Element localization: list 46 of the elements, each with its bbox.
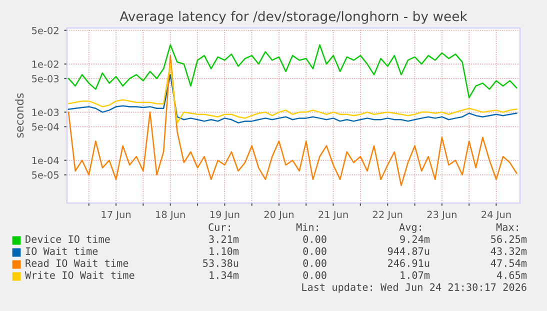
y-tick-label: 1e-02 (32, 60, 58, 68)
text: 246.91u (388, 259, 430, 267)
text: 47.54m (490, 259, 527, 267)
line-series (68, 54, 518, 186)
text: 43.32m (490, 247, 527, 255)
y-tick-label: 5e-02 (32, 26, 58, 34)
text: 56.25m (491, 235, 527, 243)
y-axis-title: seconds (15, 93, 24, 138)
x-tick-label: 23 Jun (427, 210, 456, 220)
text: Min: (296, 223, 318, 231)
x-tick-label: 22 Jun (372, 210, 402, 220)
x-tick-label: 18 Jun (156, 210, 185, 220)
text: 4.65m (496, 271, 527, 279)
text: 944.87u (388, 247, 430, 255)
x-tick-label: 17 Jun (102, 210, 131, 220)
x-tick-label: 24 Jun (482, 210, 511, 220)
text: 1.07m (400, 271, 430, 279)
x-tick-label: 21 Jun (318, 210, 348, 220)
line-series (68, 74, 518, 124)
line-series (68, 63, 518, 124)
y-tick-label: 5e-03 (32, 75, 59, 82)
text: Avg: (399, 223, 421, 233)
legend-label: IO Wait time (26, 247, 98, 255)
legend-label: Write IO Wait time (25, 271, 134, 279)
line-series (68, 44, 518, 98)
x-tick-label: 19 Jun (210, 210, 240, 220)
text: 1.34m (210, 271, 239, 279)
y-tick-label: 5e-04 (32, 123, 59, 131)
text: 0.00 (303, 259, 326, 267)
text: Last update: Wed Jun 24 21:30:17 2026 (302, 283, 526, 293)
text: 3.21m (209, 235, 239, 243)
y-tick-label: 1e-04 (32, 156, 59, 164)
y-tick-label: 5e-05 (32, 171, 59, 179)
text: 0.00 (303, 235, 326, 243)
legend-label: Read IO Wait time (26, 259, 128, 267)
chart-title: Average latency for /dev/storage/longhorn - by week (120, 11, 468, 24)
text: 0.00 (303, 271, 326, 279)
text: Cur: (208, 223, 230, 231)
text: 9.24m (400, 235, 430, 243)
text: 0.00 (303, 247, 326, 255)
x-tick-label: 20 Jun (264, 210, 294, 220)
y-tick-label: 1e-03 (32, 108, 59, 116)
legend-label: Device IO time (26, 235, 110, 243)
text: Max: (496, 223, 518, 231)
text: 1.10m (210, 247, 239, 255)
text: 53.38u (203, 259, 238, 267)
